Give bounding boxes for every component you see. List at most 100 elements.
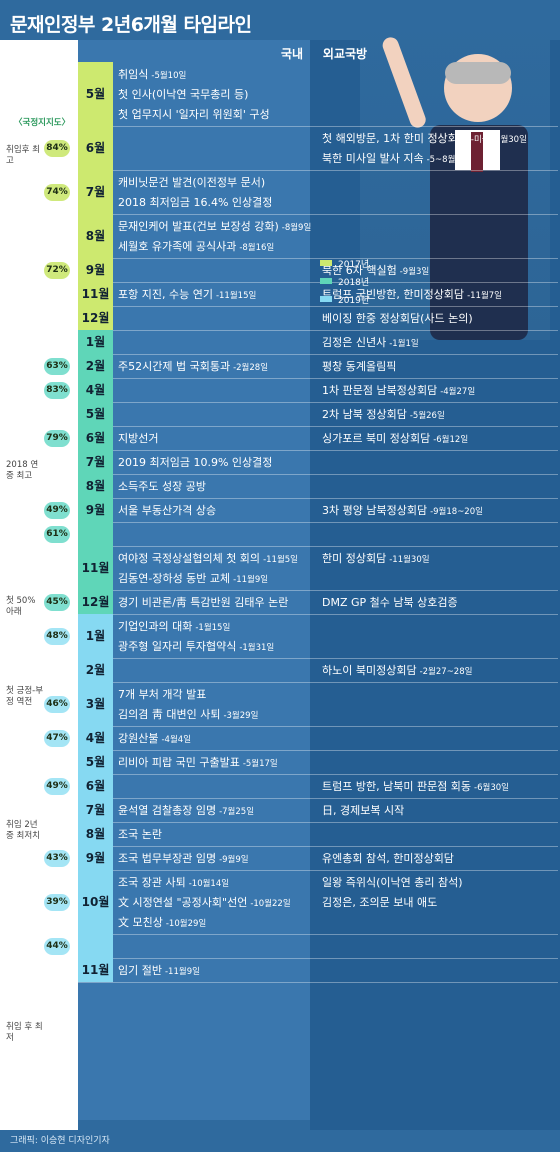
month-label: 7월 bbox=[78, 170, 113, 214]
foreign-event: 평창 동계올림픽 bbox=[322, 360, 397, 373]
legend-swatch bbox=[320, 278, 332, 284]
domestic-event: 김동연-장하성 동반 교체 -11월9일 bbox=[118, 572, 269, 585]
approval-badge: 49% bbox=[44, 501, 70, 519]
row-divider bbox=[78, 682, 558, 683]
domestic-event: 여야정 국정상설협의체 첫 회의 -11월5일 bbox=[118, 552, 298, 565]
foreign-event-date: -미국, 6월30일 bbox=[470, 135, 527, 145]
domestic-event-date: -5월17일 bbox=[242, 759, 278, 769]
domestic-event-date: -11월15일 bbox=[215, 291, 257, 301]
foreign-event-date: -11월7일 bbox=[467, 291, 502, 301]
foreign-event: 트럼프 방한, 남북미 판문점 회동 -6월30일 bbox=[322, 780, 509, 793]
side-note: 첫 50% 아래 bbox=[6, 596, 36, 617]
side-note: 첫 긍정-부정 역전 bbox=[6, 686, 44, 707]
side-note: 취임후 최고 bbox=[6, 145, 40, 166]
row-divider bbox=[78, 614, 558, 615]
domestic-event: 서울 부동산가격 상승 bbox=[118, 504, 217, 517]
foreign-event: 트럼프 국빈방한, 한미정상회담 -11월7일 bbox=[322, 288, 502, 301]
row-divider bbox=[78, 846, 558, 847]
row-divider bbox=[78, 658, 558, 659]
month-label: 8월 bbox=[78, 474, 113, 498]
president-silhouette bbox=[382, 37, 528, 340]
domestic-event: 문재인케어 발표(건보 보장성 강화) -8월9일 bbox=[118, 220, 312, 233]
domestic-event: 캐비닛문건 발견(이전정부 문서) bbox=[118, 176, 266, 189]
row-divider bbox=[78, 354, 558, 355]
row-divider bbox=[78, 474, 558, 475]
row-divider bbox=[78, 214, 558, 215]
approval-badge: 39% bbox=[44, 893, 70, 911]
legend-swatch bbox=[320, 260, 332, 266]
row-divider bbox=[78, 522, 558, 523]
row-divider bbox=[78, 870, 558, 871]
domestic-event-date: -10월14일 bbox=[188, 879, 230, 889]
domestic-event-date: -3월29일 bbox=[223, 711, 259, 721]
row-divider bbox=[78, 306, 558, 307]
row-divider bbox=[78, 282, 558, 283]
month-label: 7월 bbox=[78, 450, 113, 474]
approval-badge: 72% bbox=[44, 261, 70, 279]
domestic-event: 경기 비관론/靑 특감반원 김태우 논란 bbox=[118, 596, 289, 609]
foreign-event-date: -6월30일 bbox=[474, 783, 509, 793]
domestic-event-date: -9월9일 bbox=[219, 855, 249, 865]
approval-label: 〈국정지지도〉 bbox=[14, 118, 71, 128]
month-label: 6월 bbox=[78, 774, 113, 798]
foreign-event-date: -2월27~28일 bbox=[419, 667, 473, 677]
month-label: 8월 bbox=[78, 822, 113, 846]
approval-badge: 47% bbox=[44, 729, 70, 747]
foreign-event: 3차 평양 남북정상회담 -9월18~20일 bbox=[322, 504, 483, 517]
month-label: 12월 bbox=[78, 590, 113, 614]
domestic-event: 2018 최저임금 16.4% 인상결정 bbox=[118, 196, 273, 209]
domestic-event: 광주형 일자리 투자협약식 -1월31일 bbox=[118, 640, 275, 653]
month-label: 1월 bbox=[78, 614, 113, 658]
legend-swatch bbox=[320, 296, 332, 302]
domestic-event: 김의겸 靑 대변인 사퇴 -3월29일 bbox=[118, 708, 259, 721]
month-label: 3월 bbox=[78, 682, 113, 726]
domestic-event: 소득주도 성장 공방 bbox=[118, 480, 206, 493]
month-label: 5월 bbox=[78, 402, 113, 426]
month-label: 9월 bbox=[78, 258, 113, 282]
row-divider bbox=[78, 590, 558, 591]
row-divider bbox=[78, 258, 558, 259]
domestic-event: 첫 인사(이낙연 국무총리 등) bbox=[118, 88, 249, 101]
domestic-event-date: -10월22일 bbox=[250, 899, 291, 909]
domestic-event-date: -11월5일 bbox=[263, 555, 298, 565]
legend-label: 2018년 bbox=[338, 278, 370, 288]
domestic-event: 강원산불 -4월4일 bbox=[118, 732, 192, 745]
credit: 그래픽: 이승현 디자인기자 bbox=[10, 1136, 110, 1146]
approval-badge: 79% bbox=[44, 429, 70, 447]
president-photo bbox=[360, 10, 550, 340]
row-divider bbox=[78, 330, 558, 331]
foreign-event: 베이징 한중 정상회담(사드 논의) bbox=[322, 312, 473, 325]
domestic-event-date: -1월15일 bbox=[195, 623, 231, 633]
month-label: 6월 bbox=[78, 426, 113, 450]
domestic-event: 첫 업무지시 '일자리 위원회' 구성 bbox=[118, 108, 270, 121]
foreign-event-date: -5월26일 bbox=[409, 411, 445, 421]
domestic-event: 조국 법무부장관 임명 -9월9일 bbox=[118, 852, 249, 865]
foreign-event-date: -5~8월 bbox=[426, 155, 456, 165]
month-label: 4월 bbox=[78, 378, 113, 402]
legend-label: 2017년 bbox=[338, 260, 370, 270]
month-label: 6월 bbox=[78, 126, 113, 170]
domestic-event-date: -11월9일 bbox=[233, 575, 269, 585]
month-label: 9월 bbox=[78, 846, 113, 870]
legend-label: 2019년 bbox=[338, 296, 370, 306]
foreign-event: 유엔총회 참석, 한미정상회담 bbox=[322, 852, 454, 865]
foreign-tab: 외교국방 bbox=[322, 47, 368, 61]
approval-badge: 43% bbox=[44, 849, 70, 867]
domestic-event: 조국 장관 사퇴 -10월14일 bbox=[118, 876, 230, 889]
foreign-event-date: -1월1일 bbox=[389, 339, 419, 349]
month-label: 2월 bbox=[78, 658, 113, 682]
month-label: 5월 bbox=[78, 62, 113, 126]
approval-panel bbox=[0, 40, 78, 1130]
month-label: 1월 bbox=[78, 330, 113, 354]
month-label: 12월 bbox=[78, 306, 113, 330]
month-label bbox=[78, 934, 113, 958]
domestic-event: 2019 최저임금 10.9% 인상결정 bbox=[118, 456, 273, 469]
month-label: 7월 bbox=[78, 798, 113, 822]
domestic-event-date: -7월25일 bbox=[219, 807, 255, 817]
approval-badge: 83% bbox=[44, 381, 70, 399]
foreign-event-date: -9월18~20일 bbox=[430, 507, 483, 517]
row-divider bbox=[78, 450, 558, 451]
domestic-event: 조국 논란 bbox=[118, 828, 162, 841]
month-label: 11월 bbox=[78, 958, 113, 982]
